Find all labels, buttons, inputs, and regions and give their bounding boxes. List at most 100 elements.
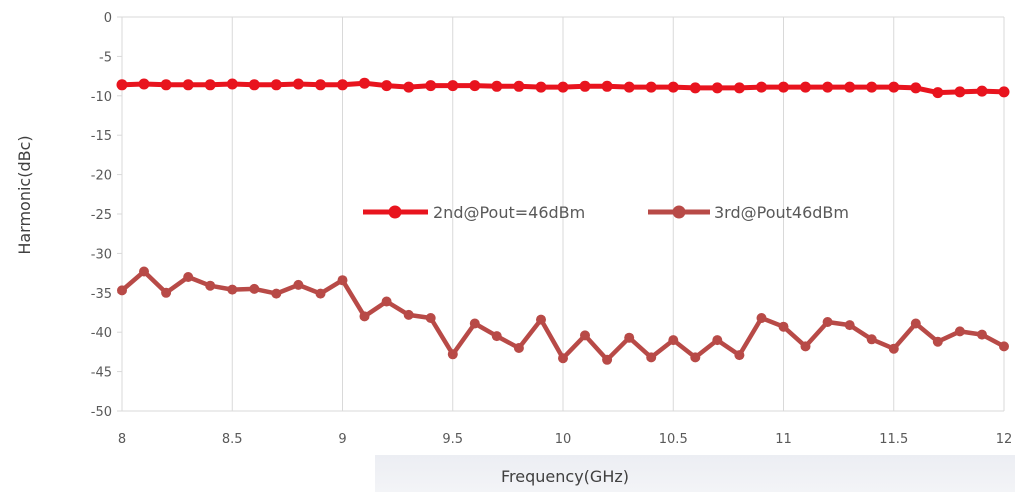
data-point — [756, 313, 767, 323]
data-point — [976, 85, 988, 97]
data-point — [932, 87, 944, 99]
legend-item: 2nd@Pout=46dBm — [363, 203, 585, 222]
y-tick-label: -5 — [99, 50, 112, 65]
data-point — [513, 80, 525, 92]
x-tick-label: 11.5 — [879, 432, 908, 447]
legend: 2nd@Pout=46dBm 3rd@Pout46dBm — [363, 203, 849, 222]
data-point — [910, 318, 921, 329]
data-point — [844, 320, 855, 331]
bottom-shadow-band — [375, 455, 1015, 492]
x-tick-label: 8.5 — [222, 432, 243, 447]
data-point — [888, 81, 900, 93]
y-tick-label: -40 — [91, 326, 112, 341]
data-point — [733, 82, 745, 94]
x-axis-label: Frequency(GHz) — [501, 467, 629, 486]
legend-label: 3rd@Pout46dBm — [714, 203, 849, 222]
data-point — [932, 336, 943, 347]
y-tick-label: -30 — [91, 247, 112, 262]
data-point — [337, 275, 348, 286]
data-point — [866, 334, 877, 345]
data-point — [800, 81, 811, 93]
x-tick-label: 9 — [338, 432, 346, 447]
data-point — [580, 330, 590, 341]
y-tick-label: -35 — [91, 287, 112, 302]
data-point — [227, 284, 238, 295]
data-point — [469, 318, 480, 329]
data-point — [469, 80, 481, 92]
legend-label: 2nd@Pout=46dBm — [433, 203, 585, 222]
data-point — [117, 285, 127, 296]
data-point — [161, 287, 172, 298]
data-point — [800, 341, 811, 352]
data-point — [778, 81, 789, 93]
data-point — [447, 80, 459, 92]
data-point — [734, 350, 745, 361]
y-axis-label: Harmonic(dBc) — [15, 135, 34, 254]
data-point — [822, 317, 833, 327]
data-point — [690, 352, 701, 363]
data-point — [403, 309, 414, 320]
x-tick-labels: 8 8.5 9 9.5 10 10.5 11 11.5 12 — [118, 432, 1012, 447]
y-tick-label: -50 — [91, 405, 112, 420]
data-point — [293, 279, 304, 290]
data-point — [491, 331, 502, 342]
data-point — [248, 79, 260, 91]
series-2 — [117, 266, 1009, 365]
data-point — [712, 335, 723, 346]
y-tick-label: -20 — [91, 169, 112, 184]
data-point — [668, 335, 679, 346]
x-tick-label: 9.5 — [442, 432, 463, 447]
data-point — [138, 78, 150, 90]
y-tick-label: -45 — [91, 366, 112, 381]
data-point — [425, 313, 436, 323]
data-point — [381, 80, 393, 92]
data-point — [535, 81, 547, 93]
x-tick-label: 12 — [996, 432, 1013, 447]
data-point — [601, 80, 613, 92]
data-point — [315, 79, 326, 91]
x-tick-label: 8 — [118, 432, 126, 447]
legend-marker — [388, 205, 402, 219]
y-tick-label: -15 — [91, 129, 112, 144]
y-tick-label: 0 — [104, 11, 112, 26]
data-point — [999, 341, 1009, 352]
y-tick-label: -25 — [91, 208, 112, 223]
data-point — [711, 82, 723, 94]
data-point — [558, 353, 568, 364]
data-point — [623, 81, 635, 93]
data-point — [182, 79, 194, 91]
data-point — [557, 81, 569, 93]
data-point — [646, 352, 657, 363]
data-point — [888, 343, 899, 354]
data-point — [315, 288, 326, 299]
data-point — [249, 283, 260, 294]
data-point — [447, 349, 458, 360]
data-point — [844, 81, 856, 93]
y-tick-label: -10 — [91, 90, 112, 105]
data-point — [359, 311, 370, 322]
legend-marker — [672, 205, 686, 219]
data-point — [204, 79, 216, 91]
data-point — [271, 288, 282, 299]
data-point — [667, 81, 679, 93]
data-point — [403, 81, 415, 93]
data-point — [778, 321, 789, 332]
data-point — [866, 81, 878, 93]
data-point — [645, 81, 657, 93]
data-point — [226, 78, 238, 90]
data-point — [689, 82, 701, 94]
data-series — [116, 77, 1010, 365]
data-point — [977, 329, 987, 340]
data-point — [624, 332, 635, 343]
data-point — [116, 79, 128, 91]
legend-item: 3rd@Pout46dBm — [648, 203, 849, 222]
data-point — [139, 266, 149, 277]
data-point — [337, 79, 348, 91]
data-point — [160, 79, 172, 91]
data-point — [183, 272, 194, 282]
data-point — [205, 280, 216, 291]
data-point — [954, 326, 965, 337]
x-tick-label: 10.5 — [659, 432, 688, 447]
data-point — [513, 343, 524, 353]
